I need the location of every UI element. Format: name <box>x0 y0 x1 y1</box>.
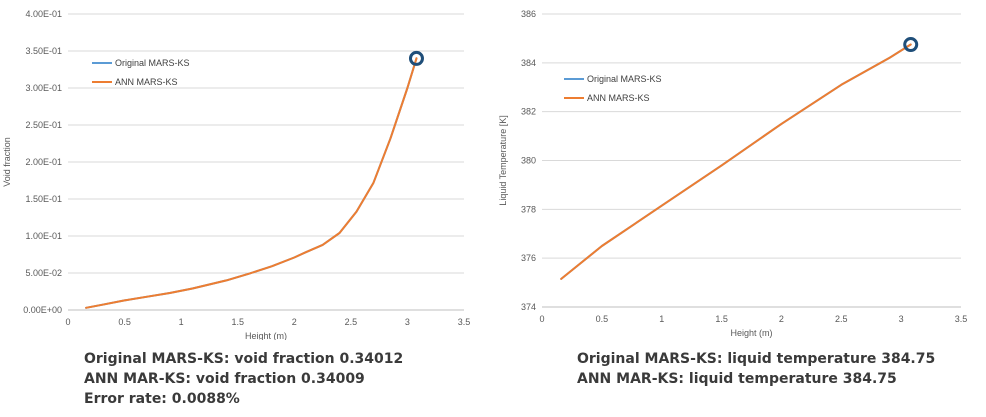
caption-line-ann: ANN MAR-KS: liquid temperature 384.75 <box>577 371 897 387</box>
legend-label: Original MARS-KS <box>115 58 190 68</box>
y-tick-label: 382 <box>521 107 536 117</box>
x-tick-label: 2.5 <box>345 317 358 327</box>
endpoint-highlight-circle <box>903 37 919 53</box>
y-tick-label: 4.00E-01 <box>25 9 62 19</box>
y-tick-label: 376 <box>521 253 536 263</box>
void-fraction-caption: Original MARS-KS: void fraction 0.34012 … <box>84 349 403 409</box>
legend-label: Original MARS-KS <box>587 74 662 84</box>
series-line-original <box>85 57 418 309</box>
y-tick-label: 3.50E-01 <box>25 46 62 56</box>
x-tick-label: 2 <box>779 314 784 324</box>
y-axis-title: Liquid Temperature [K] <box>498 115 508 205</box>
y-tick-label: 378 <box>521 204 536 214</box>
y-tick-label: 5.00E-02 <box>25 268 62 278</box>
y-tick-label: 374 <box>521 302 536 312</box>
x-tick-label: 1.5 <box>715 314 728 324</box>
x-tick-label: 1 <box>179 317 184 327</box>
x-tick-label: 0 <box>65 317 70 327</box>
caption-line-original: Original MARS-KS: liquid temperature 384… <box>577 351 936 367</box>
series-line-ann <box>560 43 912 280</box>
caption-line-error-rate: Error rate: 0.0088% <box>84 391 240 407</box>
x-tick-label: 2 <box>292 317 297 327</box>
y-tick-label: 0.00E+00 <box>23 305 62 315</box>
series-line-ann <box>85 57 418 309</box>
x-tick-label: 0.5 <box>118 317 131 327</box>
x-axis-title: Height (m) <box>730 328 772 338</box>
y-tick-label: 384 <box>521 58 536 68</box>
x-tick-label: 2.5 <box>835 314 848 324</box>
x-axis-title: Height (m) <box>245 331 287 340</box>
x-tick-label: 3.5 <box>458 317 471 327</box>
y-tick-label: 1.00E-01 <box>25 231 62 241</box>
y-axis-title: Void fraction <box>2 137 12 187</box>
legend-label: ANN MARS-KS <box>587 93 650 103</box>
liquid-temperature-caption: Original MARS-KS: liquid temperature 384… <box>577 349 935 389</box>
x-tick-label: 3 <box>405 317 410 327</box>
y-tick-label: 386 <box>521 9 536 19</box>
caption-line-original: Original MARS-KS: void fraction 0.34012 <box>84 351 404 367</box>
y-tick-label: 2.00E-01 <box>25 157 62 167</box>
x-tick-label: 3.5 <box>955 314 968 324</box>
x-tick-label: 1.5 <box>231 317 244 327</box>
endpoint-highlight-circle <box>408 50 424 66</box>
x-tick-label: 0 <box>539 314 544 324</box>
y-tick-label: 2.50E-01 <box>25 120 62 130</box>
legend-label: ANN MARS-KS <box>115 77 178 87</box>
caption-line-ann: ANN MAR-KS: void fraction 0.34009 <box>84 371 365 387</box>
x-tick-label: 1 <box>659 314 664 324</box>
x-tick-label: 0.5 <box>596 314 609 324</box>
y-tick-label: 3.00E-01 <box>25 83 62 93</box>
y-tick-label: 380 <box>521 156 536 166</box>
void-fraction-chart: 0.00E+00 5.00E-02 1.00E-01 1.50E-01 2.00E-01… <box>2 9 471 340</box>
x-tick-label: 3 <box>899 314 904 324</box>
y-tick-label: 1.50E-01 <box>25 194 62 204</box>
liquid-temperature-chart: 374 376 378 380 382 384 386 0 0.5 1 1.5 2 2.5 3 3.5 Hei… <box>498 9 968 338</box>
